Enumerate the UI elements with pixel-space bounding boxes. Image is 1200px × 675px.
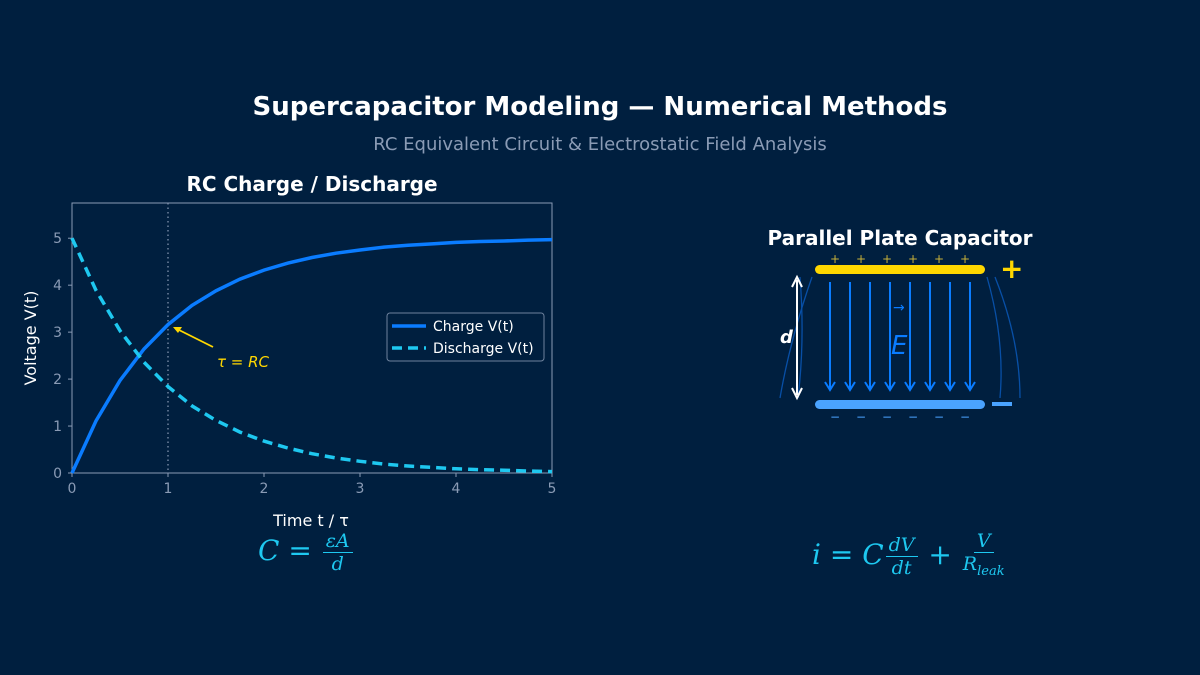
x-tick-label: 3 [356,481,365,497]
negative-charge: − [908,410,918,424]
tau-annotation: τ = RC [217,353,270,371]
capacitance-formula: C = εA d [258,530,355,575]
chart-title: RC Charge / Discharge [186,172,438,196]
y-tick-label: 3 [53,325,62,341]
page-subtitle: RC Equivalent Circuit & Electrostatic Fi… [373,134,827,155]
field-arrowhead [864,381,876,392]
rc-chart: 0 1 2 3 4 5 0 1 2 3 4 5 τ = RC Time t / τ Voltage V… [21,202,557,530]
positive-charge: + [882,252,892,266]
formula-denominator: Rleak [963,553,1005,583]
negative-charge: − [934,410,944,424]
positive-charge: + [856,252,866,266]
formula-numerator: dV [885,534,918,557]
field-vector-arrow: → [893,300,905,316]
annotation-arrowhead [173,327,182,333]
x-axis-label: Time t / τ [272,511,349,530]
field-label: E [891,331,908,361]
legend-discharge-label: Discharge V(t) [433,341,534,357]
positive-charge: + [908,252,918,266]
legend-charge-label: Charge V(t) [433,319,514,335]
formula-plus: + [919,537,961,571]
gap-label: d [780,327,794,348]
positive-terminal-sign: + [1000,252,1023,285]
formula-denominator: d [331,553,344,575]
field-lines [824,282,976,392]
y-tick-label: 2 [53,372,62,388]
formula-lhs: C = [258,534,321,567]
page-title: Supercapacitor Modeling — Numerical Meth… [252,92,948,122]
legend: Charge V(t) Discharge V(t) [386,312,545,362]
positive-charge: + [934,252,944,266]
gap-arrowheads [791,274,803,401]
x-tick-label: 4 [452,481,461,497]
series-charge-line [70,237,553,474]
field-arrowhead [884,381,896,392]
x-tick-label: 5 [548,481,557,497]
formula-numerator: V [973,530,994,553]
negative-charge: − [856,410,866,424]
y-axis-label: Voltage V(t) [21,291,40,386]
field-arrowhead [904,381,916,392]
negative-charge: − [882,410,892,424]
field-arrowhead [824,381,836,392]
y-tick-label: 5 [53,231,62,247]
capacitor-title: Parallel Plate Capacitor [767,226,1033,250]
field-arrowhead [844,381,856,392]
negative-terminal-sign [992,402,1012,406]
y-tick-label: 4 [53,278,62,294]
top-plate [815,265,985,274]
capacitor-diagram: + − + − + − + − + − + − + d E → [779,252,1023,424]
series-discharge-line [70,237,553,474]
field-arrowhead [944,381,956,392]
formula-subscript: leak [977,563,1005,579]
bottom-plate [815,400,985,409]
positive-charge: + [830,252,840,266]
plot-frame [71,202,553,474]
field-arrowhead [964,381,976,392]
annotation-arrow [174,327,214,348]
field-arrowhead [924,381,936,392]
formula-lhs: i = C [812,537,884,571]
x-tick-label: 0 [68,481,77,497]
x-tick-label: 2 [260,481,269,497]
negative-charge: − [960,410,970,424]
formula-numerator: εA [322,530,353,553]
x-tick-label: 1 [164,481,173,497]
negative-charge: − [830,410,840,424]
fringe-field-lines [779,276,1021,399]
y-tick-label: 1 [53,419,62,435]
formula-r: R [962,553,978,575]
positive-charge: + [960,252,970,266]
formula-denominator: dt [891,556,912,579]
y-tick-label: 0 [53,466,62,482]
